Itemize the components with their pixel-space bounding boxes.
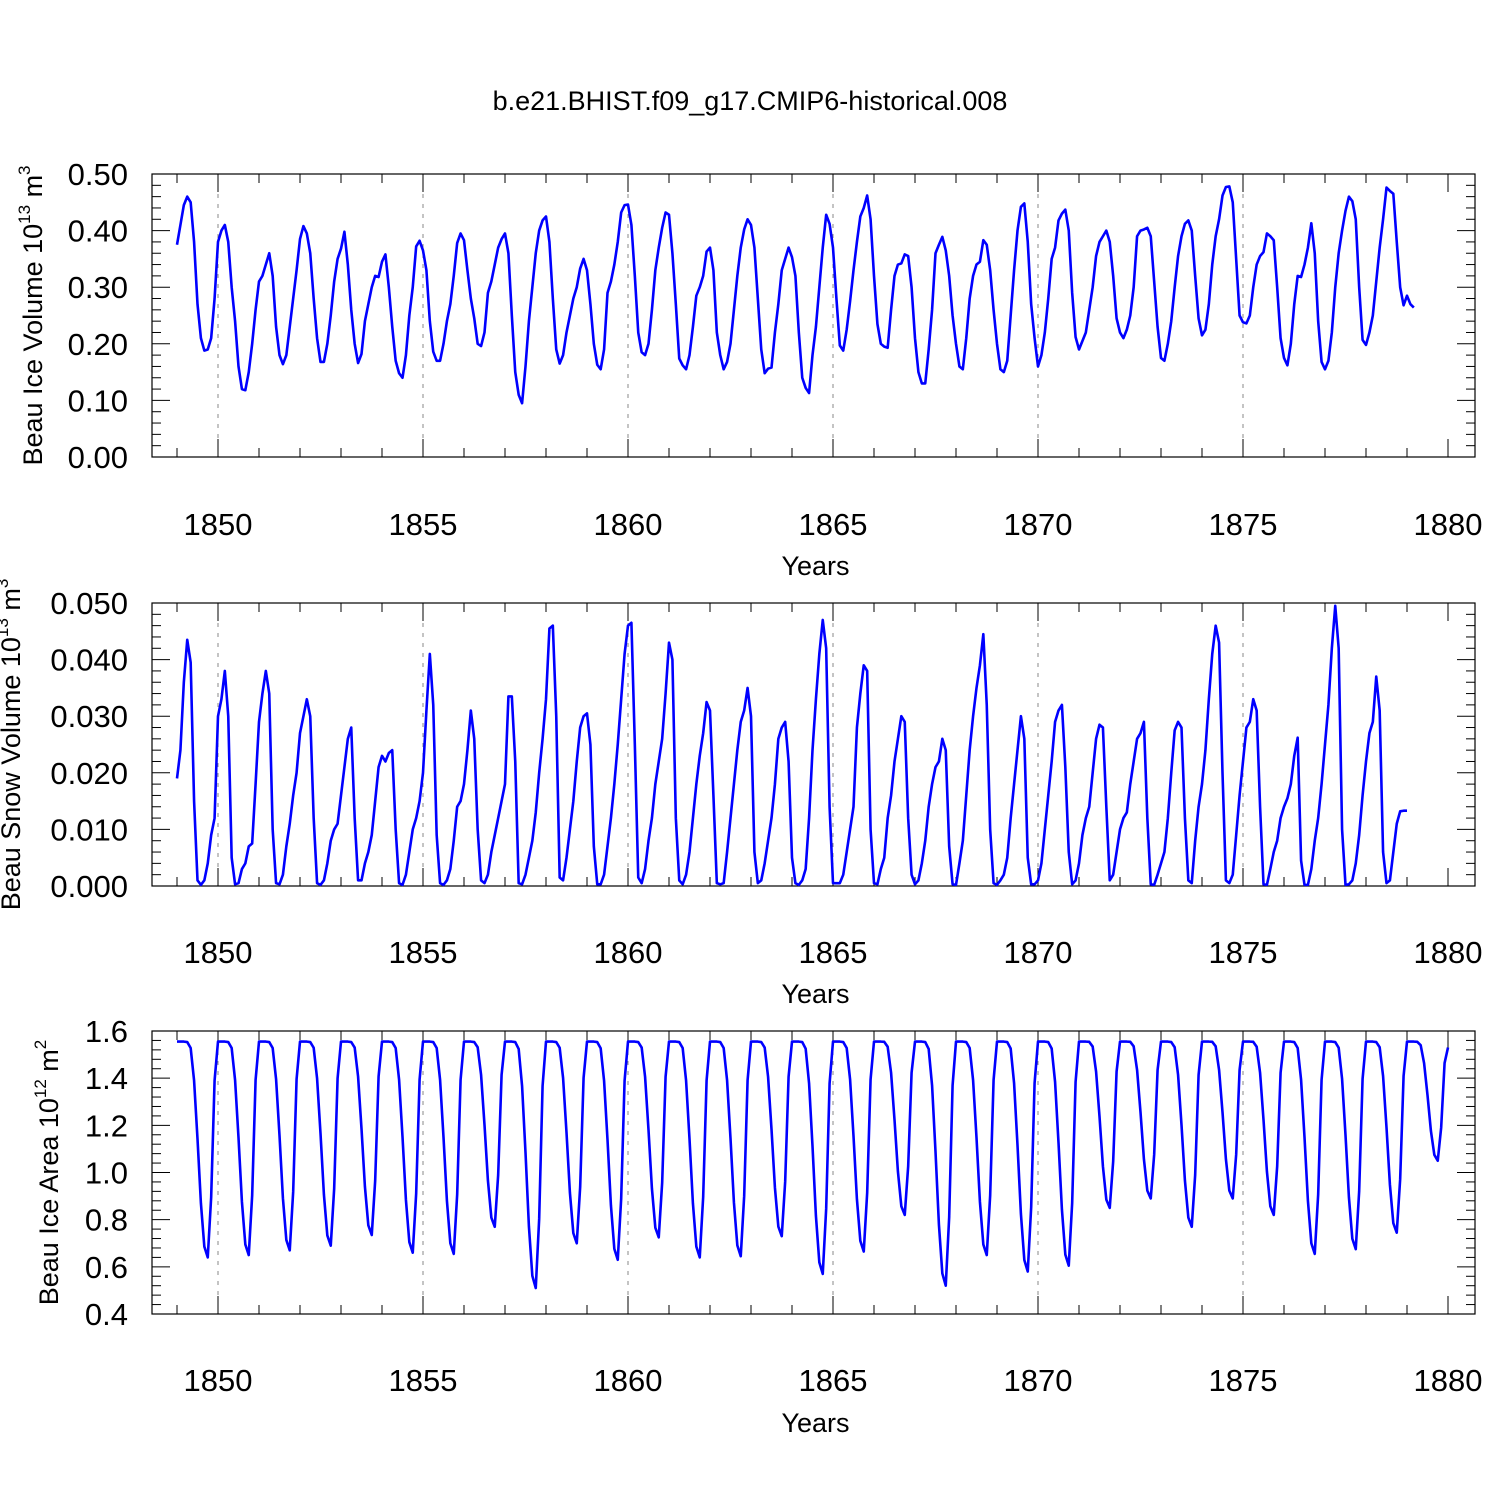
y-tick-label: 0.040 bbox=[50, 643, 128, 678]
plot-frame bbox=[151, 173, 1476, 458]
x-tick-label: 1855 bbox=[389, 1363, 458, 1398]
x-tick-label: 1860 bbox=[594, 935, 663, 970]
y-tick-label: 0.20 bbox=[68, 327, 128, 362]
x-tick-label: 1860 bbox=[594, 1363, 663, 1398]
x-tick-label: 1870 bbox=[1004, 935, 1073, 970]
chart-title: b.e21.BHIST.f09_g17.CMIP6-historical.008 bbox=[493, 86, 1008, 116]
panel-ice-area: 1850 1855 1860 1865 1870 1875 1880 Years 0.4 0.6 0… bbox=[31, 1014, 1482, 1438]
y-tick-label: 0.4 bbox=[85, 1297, 128, 1332]
y-tick-label: 0.6 bbox=[85, 1250, 128, 1285]
x-axis-label: Years bbox=[781, 551, 849, 581]
x-tick-label: 1850 bbox=[184, 1363, 253, 1398]
x-tick-label: 1875 bbox=[1209, 1363, 1278, 1398]
y-axis-label: Beau Ice Volume 1013 m3 bbox=[15, 165, 48, 465]
panel-snow-volume: 1850 1855 1860 1865 1870 1875 1880 Years 0.000 0.… bbox=[0, 579, 1482, 1009]
y-axis-label: Beau Snow Volume 1013 m3 bbox=[0, 579, 26, 911]
x-tick-label: 1870 bbox=[1004, 507, 1073, 542]
x-tick-label: 1870 bbox=[1004, 1363, 1073, 1398]
y-tick-label: 1.4 bbox=[85, 1061, 128, 1096]
y-tick-label: 1.6 bbox=[85, 1014, 128, 1049]
y-tick-label: 0.50 bbox=[68, 157, 128, 192]
y-tick-label: 0.00 bbox=[68, 440, 128, 475]
x-tick-label: 1850 bbox=[184, 507, 253, 542]
y-tick-label: 0.30 bbox=[68, 270, 128, 305]
x-tick-label: 1855 bbox=[389, 935, 458, 970]
y-tick-label: 0.020 bbox=[50, 756, 128, 791]
x-tick-label: 1880 bbox=[1414, 935, 1483, 970]
x-tick-label: 1880 bbox=[1414, 507, 1483, 542]
y-tick-label: 0.10 bbox=[68, 383, 128, 418]
x-tick-label: 1850 bbox=[184, 935, 253, 970]
x-tick-label: 1880 bbox=[1414, 1363, 1483, 1398]
y-tick-label: 0.40 bbox=[68, 214, 128, 249]
x-axis-label: Years bbox=[781, 1408, 849, 1438]
y-tick-label: 0.030 bbox=[50, 699, 128, 734]
x-tick-label: 1860 bbox=[594, 507, 663, 542]
panel-ice-volume: 1850 1855 1860 1865 1870 1875 1880 Years 0.00 0.1… bbox=[15, 157, 1482, 581]
x-axis-label: Years bbox=[781, 979, 849, 1009]
x-tick-label: 1865 bbox=[799, 935, 868, 970]
x-tick-label: 1865 bbox=[799, 507, 868, 542]
plot-frame bbox=[151, 602, 1476, 887]
y-tick-label: 0.000 bbox=[50, 869, 128, 904]
y-tick-label: 0.8 bbox=[85, 1203, 128, 1238]
y-tick-label: 0.010 bbox=[50, 812, 128, 847]
y-tick-label: 1.2 bbox=[85, 1108, 128, 1143]
series-line-ice-volume bbox=[175, 185, 1415, 405]
y-tick-label: 0.050 bbox=[50, 586, 128, 621]
y-axis-label: Beau Ice Area 1012 m2 bbox=[31, 1040, 64, 1306]
x-tick-label: 1875 bbox=[1209, 935, 1278, 970]
series-line-snow-volume bbox=[175, 604, 1407, 887]
x-tick-label: 1865 bbox=[799, 1363, 868, 1398]
y-tick-label: 1.0 bbox=[85, 1156, 128, 1191]
x-tick-label: 1855 bbox=[389, 507, 458, 542]
x-tick-label: 1875 bbox=[1209, 507, 1278, 542]
series-line-ice-area bbox=[177, 1040, 1450, 1290]
